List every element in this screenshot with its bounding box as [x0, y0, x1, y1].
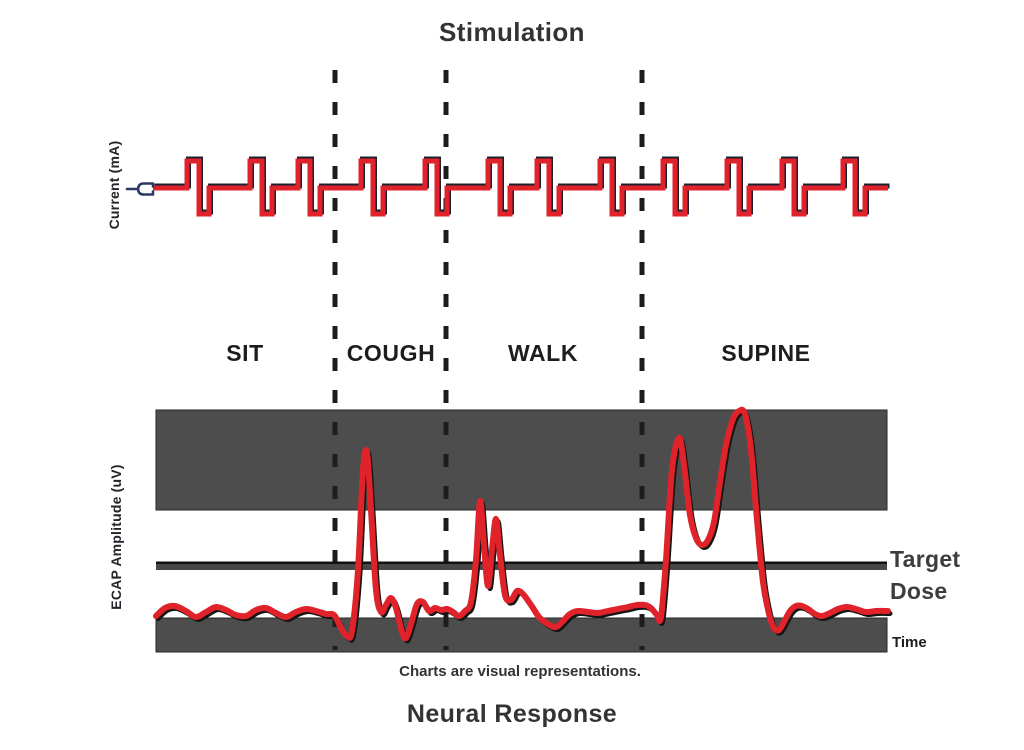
section-label-sit: SIT	[226, 340, 264, 366]
threshold-bands	[155, 409, 888, 653]
section-divider-dashed-lines	[332, 70, 645, 650]
stimulation-title: Stimulation	[439, 17, 585, 47]
section-label-cough: COUGH	[346, 340, 436, 366]
disclaimer-caption: Charts are visual representations.	[399, 663, 641, 680]
stimulation-waveform	[153, 158, 888, 217]
ecap-response-trace	[153, 406, 891, 642]
neural-response-title: Neural Response	[406, 700, 618, 728]
time-axis-label: Time	[892, 634, 927, 651]
target-dose-label-line1: Target	[890, 546, 961, 572]
section-label-supine: SUPINE	[721, 340, 811, 366]
electrode-connector-icon	[125, 182, 155, 196]
target-dose-line	[156, 561, 887, 570]
current-axis-label: Current (mA)	[106, 140, 122, 230]
section-label-walk: WALK	[507, 340, 579, 366]
target-dose-label: Target Dose	[890, 543, 1020, 607]
ecap-axis-label: ECAP Amplitude (uV)	[108, 464, 124, 610]
target-dose-label-line2: Dose	[890, 578, 948, 604]
